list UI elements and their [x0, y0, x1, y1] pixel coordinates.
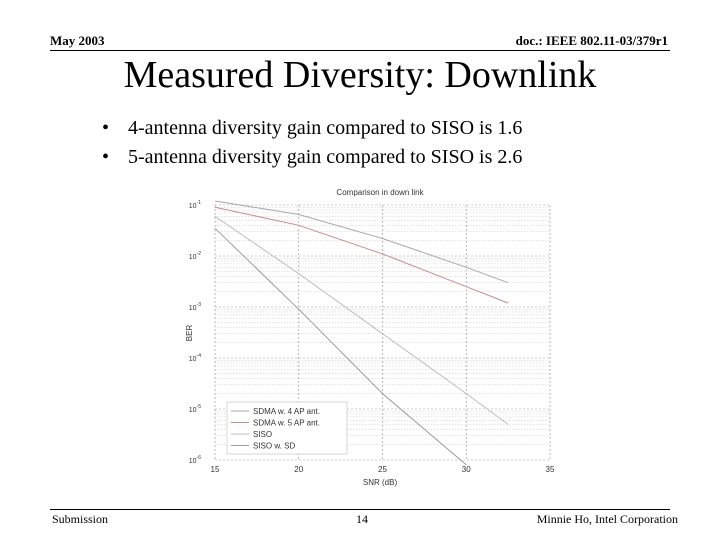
series-line: [214, 200, 509, 284]
series-line: [214, 227, 467, 466]
header-date: May 2003: [50, 33, 105, 48]
slide-title: Measured Diversity: Downlink: [123, 54, 597, 96]
x-tick-label: 25: [378, 465, 387, 474]
y-tick-label: 10-5: [189, 404, 201, 414]
footer-submission: Submission: [52, 512, 109, 526]
y-tick-exponent: -4: [197, 353, 202, 359]
legend-label: SDMA w. 5 AP ant.: [253, 419, 320, 428]
ber-chart: Comparison in down link 10-1 10-2 10-3 10-4…: [180, 183, 560, 493]
y-tick-exponent: -5: [197, 404, 202, 410]
legend-label: SDMA w. 4 AP ant.: [253, 407, 320, 416]
series-line: [214, 215, 509, 425]
y-tick-label: 10-1: [189, 200, 201, 210]
footer-page-number: 14: [356, 512, 368, 526]
y-tick-exponent: -2: [197, 251, 202, 257]
x-tick-label: 30: [462, 465, 471, 474]
footer-rule: [50, 509, 670, 510]
legend-label: SISO: [253, 430, 272, 439]
legend-label: SISO w. SD: [253, 442, 295, 451]
y-tick-label: 10-6: [189, 455, 201, 465]
bullet-list: • 4-antenna diversity gain compared to SI…: [102, 114, 522, 172]
y-tick-label: 10-2: [189, 251, 201, 261]
x-tick-label: 15: [211, 465, 220, 474]
y-tick-exponent: -3: [197, 302, 202, 308]
series-line: [214, 206, 509, 304]
footer-author: Minnie Ho, Intel Corporation: [536, 512, 678, 526]
header-doc-id: doc.: IEEE 802.11-03/379r1: [515, 33, 668, 48]
bullet-item: • 5-antenna diversity gain compared to SI…: [102, 143, 522, 172]
chart-series: [214, 200, 509, 466]
x-axis-label: SNR (dB): [363, 478, 398, 487]
chart-legend: SDMA w. 4 AP ant. SDMA w. 5 AP ant. SISO SI…: [226, 401, 348, 455]
bullet-item: • 4-antenna diversity gain compared to SI…: [102, 114, 522, 143]
y-tick-label: 10-3: [189, 302, 201, 312]
header-rule: [50, 50, 670, 51]
y-tick-exponent: -6: [197, 455, 202, 461]
chart-title: Comparison in down link: [336, 188, 424, 197]
bullet-text: 5-antenna diversity gain compared to SIS…: [128, 146, 523, 168]
x-tick-labels: 15 20 25 30 35: [211, 465, 555, 474]
y-tick-exponent: -1: [197, 200, 202, 206]
y-tick-label: 10-4: [189, 353, 201, 363]
bullet-dot-icon: •: [102, 146, 110, 168]
y-axis-label: BER: [185, 325, 194, 342]
chart-svg: Comparison in down link 10-1 10-2 10-3 10-4…: [185, 188, 555, 487]
x-tick-label: 20: [294, 465, 303, 474]
y-tick-labels: 10-1 10-2 10-3 10-4 10-5 10-6: [189, 200, 201, 465]
bullet-text: 4-antenna diversity gain compared to SIS…: [128, 117, 523, 139]
bullet-dot-icon: •: [102, 117, 110, 139]
x-tick-label: 35: [546, 465, 555, 474]
